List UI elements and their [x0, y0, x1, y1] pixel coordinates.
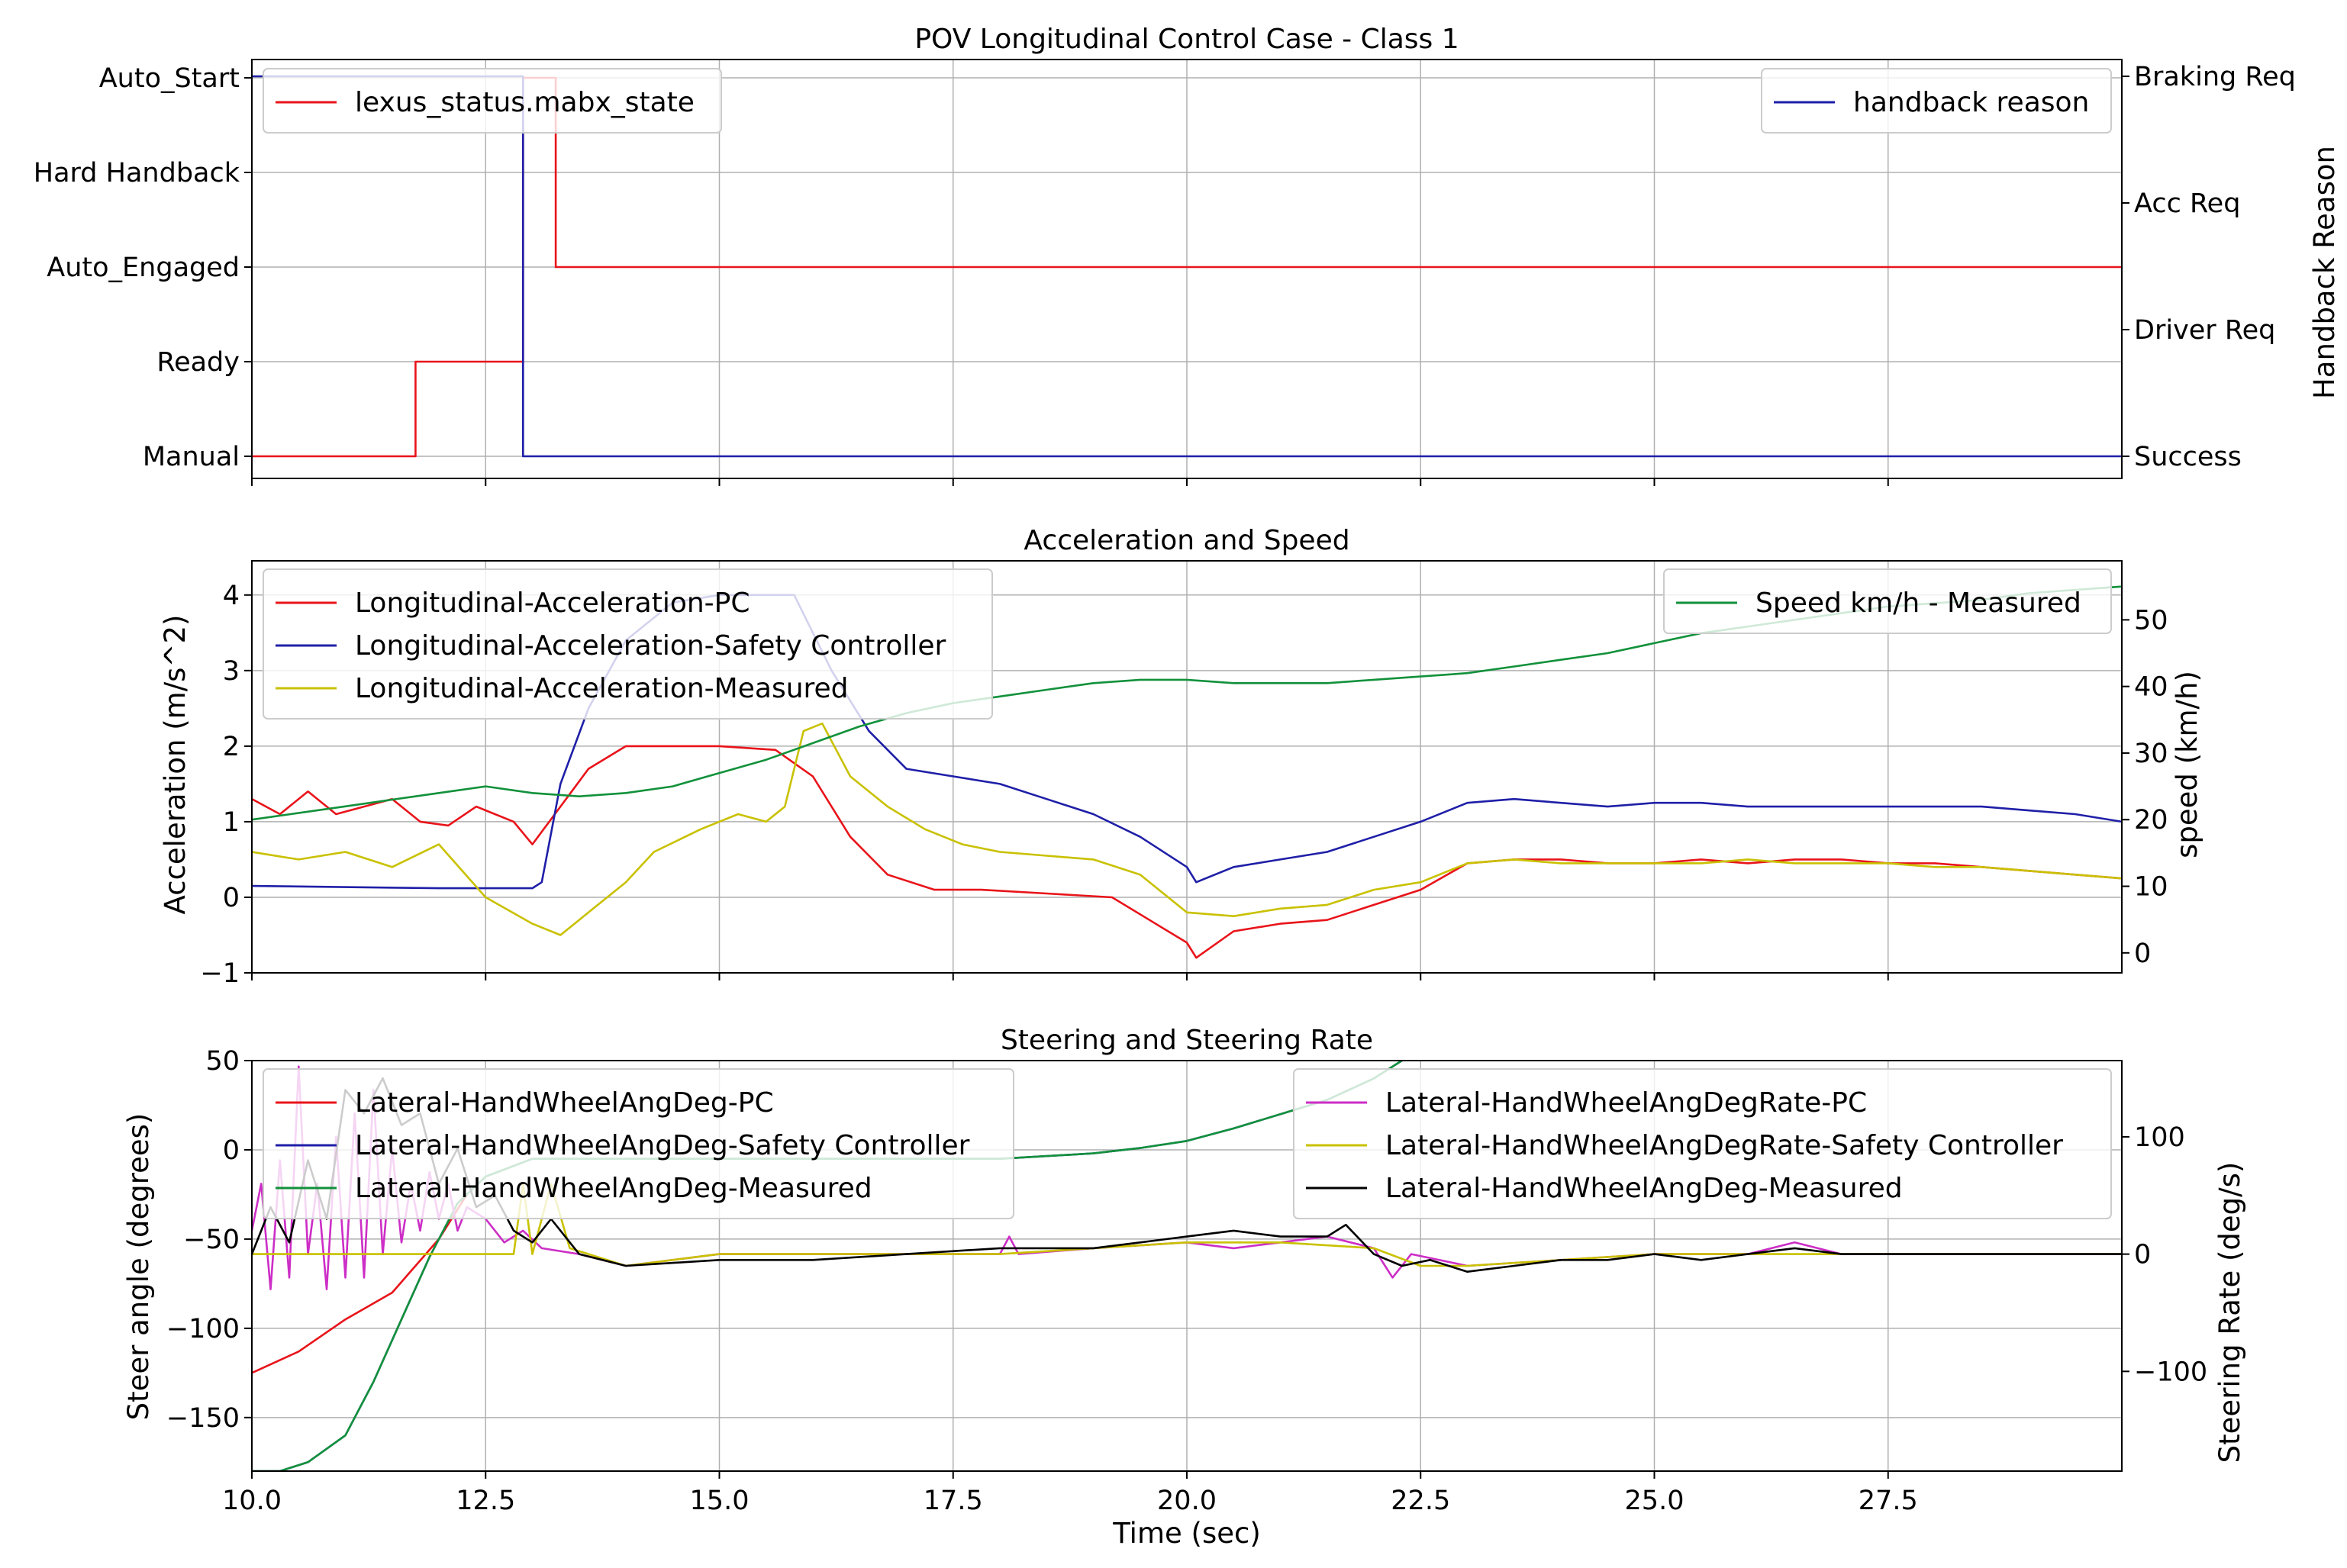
x-tick-label: 17.5 — [924, 1486, 983, 1516]
x-tick-label: 20.0 — [1157, 1486, 1217, 1516]
y-tick-label-left: 3 — [223, 656, 240, 687]
x-tick-label: 12.5 — [456, 1486, 515, 1516]
legend-state-right: handback reason — [1761, 68, 2112, 134]
legend-steer-right: Lateral-HandWheelAngDegRate-PC Lateral-Ha… — [1293, 1068, 2112, 1219]
legend-accel-left-box — [263, 568, 993, 720]
panel-steering-ylabel-right: Steering Rate (deg/s) — [2213, 1162, 2246, 1463]
legend-label-lateral-handwheelangdeg-pc: Lateral-HandWheelAngDeg-PC — [355, 1087, 774, 1119]
y-tick-label-right: Success — [2134, 442, 2242, 472]
panel-state-ylabel-right: Handback Reason — [2308, 146, 2341, 399]
y-tick-label-left: Manual — [143, 442, 240, 472]
x-tick-label: 15.0 — [690, 1486, 750, 1516]
legend-state-right-box — [1761, 68, 2112, 134]
legend-label-longitudinal-acceleration-pc: Longitudinal-Acceleration-PC — [355, 588, 750, 619]
legend-steer-left: Lateral-HandWheelAngDeg-PC Lateral-HandWh… — [263, 1068, 1014, 1219]
y-tick-label-right: 40 — [2134, 672, 2168, 703]
panel-acceleration-speed-ylabel-right: speed (km/h) — [2171, 671, 2204, 858]
legend-label-lateral-handwheelangdegrate-safety-controller: Lateral-HandWheelAngDegRate-Safety Contr… — [1385, 1130, 2063, 1161]
y-tick-label-left: −150 — [166, 1403, 240, 1434]
panel-steering-ylabel-left: Steer angle (degrees) — [122, 1113, 155, 1421]
panel-state: Manual Ready Auto_Engaged Hard Handback Auto… — [34, 24, 2341, 486]
x-axis-label: Time (sec) — [1112, 1517, 1261, 1550]
panel-acceleration-speed-ylabel-left: Acceleration (m/s^2) — [159, 615, 192, 915]
panel-state-legends: lexus_status.mabx_state handback reason — [263, 68, 2112, 134]
legend-accel-right: Speed km/h - Measured — [1663, 568, 2112, 634]
y-tick-label-right: 100 — [2134, 1122, 2185, 1153]
y-tick-label-left: Hard Handback — [34, 158, 240, 188]
y-tick-label-left: Auto_Engaged — [47, 253, 240, 283]
panel-acceleration-speed-legends: Longitudinal-Acceleration-PC Longitudinal… — [263, 568, 2112, 720]
y-tick-label-right: 0 — [2134, 939, 2151, 969]
y-tick-label-right: 20 — [2134, 805, 2168, 836]
legend-label-speed-km-h-measured: Speed km/h - Measured — [1755, 588, 2081, 619]
y-tick-label-right: −100 — [2134, 1357, 2207, 1387]
legend-label-lateral-handwheelangdeg-measured: Lateral-HandWheelAngDeg-Measured — [355, 1173, 872, 1204]
panel-steering-legends: Lateral-HandWheelAngDeg-PC Lateral-HandWh… — [263, 1068, 2112, 1219]
legend-steer-left-box — [263, 1068, 1014, 1219]
x-tick-label: 22.5 — [1391, 1486, 1450, 1516]
y-tick-label-left: Auto_Start — [99, 63, 240, 94]
y-tick-label-left: Ready — [156, 347, 240, 378]
legend-accel-left: Longitudinal-Acceleration-PC Longitudinal… — [263, 568, 993, 720]
legend-label-longitudinal-acceleration-safety-controller: Longitudinal-Acceleration-Safety Control… — [355, 630, 946, 662]
y-tick-label-left: 2 — [223, 732, 240, 762]
legend-label-lexus-status-mabx-state: lexus_status.mabx_state — [355, 87, 695, 118]
legend-label-longitudinal-acceleration-measured: Longitudinal-Acceleration-Measured — [355, 673, 849, 704]
y-tick-label-left: 0 — [223, 1135, 240, 1166]
y-tick-label-right: 50 — [2134, 605, 2168, 636]
x-tick-label: 27.5 — [1859, 1486, 1918, 1516]
y-tick-label-left: −1 — [200, 958, 240, 989]
y-tick-label-left: −50 — [183, 1225, 240, 1255]
legend-label-handback-reason: handback reason — [1853, 87, 2089, 118]
y-tick-label-right: 30 — [2134, 739, 2168, 769]
y-tick-label-right: 10 — [2134, 872, 2168, 903]
panel-acceleration-speed-title: Acceleration and Speed — [1024, 525, 1349, 556]
legend-accel-right-box — [1663, 568, 2112, 634]
x-tick-label: 10.0 — [222, 1486, 282, 1516]
panel-steering-ticks: 50 0 −50 −100 −150 100 0 −100 — [166, 1046, 2207, 1479]
y-tick-label-left: 50 — [205, 1046, 240, 1077]
x-tick-labels: 10.0 12.5 15.0 17.5 20.0 22.5 25.0 27.5 — [222, 1486, 1918, 1516]
panel-state-title: POV Longitudinal Control Case - Class 1 — [914, 24, 1459, 55]
y-tick-label-right: Driver Req — [2134, 315, 2275, 346]
panel-state-ticks: Manual Ready Auto_Engaged Hard Handback Auto… — [34, 62, 2296, 486]
legend-state-left: lexus_status.mabx_state — [263, 68, 722, 134]
y-tick-label-right: Acc Req — [2134, 188, 2240, 219]
y-tick-label-right: Braking Req — [2134, 62, 2296, 92]
legend-label-lateral-handwheelangdeg-safety-controller: Lateral-HandWheelAngDeg-Safety Controlle… — [355, 1130, 970, 1161]
panel-steering: 50 0 −50 −100 −150 100 0 −100 Steering and Stee… — [122, 1025, 2246, 1479]
y-tick-label-left: 1 — [223, 807, 240, 838]
series-line-longitudinal-acceleration-pc — [252, 745, 2122, 959]
legend-label-lateral-handwheelangdegrate-pc: Lateral-HandWheelAngDegRate-PC — [1385, 1087, 1867, 1119]
y-tick-label-left: 0 — [223, 883, 240, 913]
series-line-longitudinal-acceleration-measured — [252, 722, 2122, 936]
legend-label-lateral-handwheelangdeg-measured: Lateral-HandWheelAngDeg-Measured — [1385, 1173, 1903, 1204]
y-tick-label-right: 0 — [2134, 1240, 2151, 1270]
x-tick-label: 25.0 — [1625, 1486, 1684, 1516]
panel-steering-title: Steering and Steering Rate — [1001, 1025, 1373, 1056]
y-tick-label-left: 4 — [223, 581, 240, 611]
legend-state-left-box — [263, 68, 722, 134]
legend-steer-right-box — [1293, 1068, 2112, 1219]
y-tick-label-left: −100 — [166, 1314, 240, 1344]
